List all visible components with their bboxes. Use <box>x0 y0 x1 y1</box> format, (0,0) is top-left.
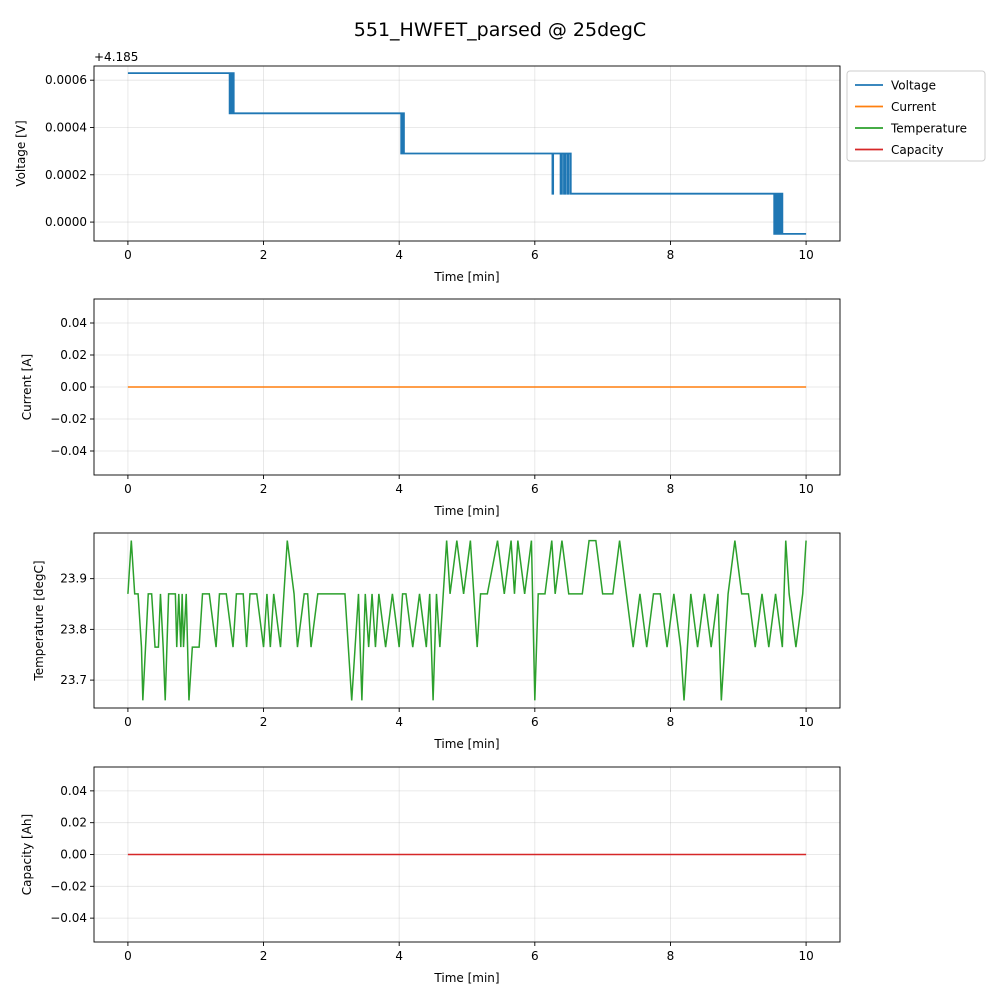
subplot-temperature: 0 2 4 6 8 10 23.7 23.8 23.9 Time [min] Temperature… <box>32 532 841 751</box>
temperature-x-tick-label: 0 <box>124 715 132 729</box>
capacity-x-tick-label: 10 <box>798 949 813 963</box>
capacity-y-tick-label: −0.04 <box>50 911 87 925</box>
temperature-y-tick-label: 23.9 <box>60 572 87 586</box>
voltage-series-line <box>127 72 807 235</box>
voltage-y-tick-label: 0.0002 <box>45 168 87 182</box>
figure-title: 551_HWFET_parsed @ 25degC <box>354 19 646 41</box>
current-y-axis-label: Current [A] <box>20 354 34 420</box>
capacity-x-axis-label: Time [min] <box>433 971 499 985</box>
temperature-x-tick-label: 2 <box>260 715 268 729</box>
subplot-voltage: 0 2 4 6 8 10 0.0000 0.0002 0.0004 0.0006 Time [min… <box>14 50 841 284</box>
capacity-y-tick-label: 0.04 <box>60 784 87 798</box>
capacity-y-tick-label: 0.00 <box>60 848 87 862</box>
legend-entry-label: Temperature <box>890 122 967 136</box>
voltage-y-tick-label: 0.0004 <box>45 120 87 134</box>
temperature-x-tick-label: 4 <box>395 715 403 729</box>
legend-box <box>846 70 986 162</box>
capacity-x-tick-label: 4 <box>395 949 403 963</box>
capacity-x-tick-label: 6 <box>531 949 539 963</box>
current-x-tick-label: 4 <box>395 482 403 496</box>
current-x-tick-label: 10 <box>798 482 813 496</box>
legend: Voltage Current Temperature Capacity <box>846 70 986 162</box>
temperature-x-tick-label: 6 <box>531 715 539 729</box>
temperature-x-tick-label: 8 <box>667 715 675 729</box>
subplot-current: 0 2 4 6 8 10 −0.04 −0.02 0.00 0.02 0.04 Time [min] C… <box>20 298 841 518</box>
current-x-axis-label: Time [min] <box>433 504 499 518</box>
temperature-x-axis-label: Time [min] <box>433 737 499 751</box>
current-x-tick-label: 6 <box>531 482 539 496</box>
voltage-x-tick-label: 0 <box>124 248 132 262</box>
current-y-tick-label: −0.02 <box>50 412 87 426</box>
voltage-x-tick-label: 4 <box>395 248 403 262</box>
capacity-y-axis-label: Capacity [Ah] <box>20 814 34 895</box>
temperature-y-axis-label: Temperature [degC] <box>32 560 46 681</box>
temperature-y-tick-label: 23.8 <box>60 622 87 636</box>
legend-entry-label: Capacity <box>891 143 943 157</box>
current-y-tick-label: 0.02 <box>60 348 87 362</box>
voltage-x-tick-label: 6 <box>531 248 539 262</box>
voltage-x-tick-label: 10 <box>798 248 813 262</box>
legend-entry-label: Voltage <box>891 79 936 93</box>
legend-entry-label: Current <box>891 100 936 114</box>
voltage-axes-frame <box>93 65 841 242</box>
capacity-y-tick-label: 0.02 <box>60 816 87 830</box>
subplot-capacity: 0 2 4 6 8 10 −0.04 −0.02 0.00 0.02 0.04 Time [min] C… <box>20 766 841 985</box>
current-x-tick-label: 8 <box>667 482 675 496</box>
voltage-x-axis-label: Time [min] <box>433 270 499 284</box>
voltage-offset-label: +4.185 <box>94 50 138 64</box>
voltage-y-tick-label: 0.0000 <box>45 215 87 229</box>
voltage-x-tick-label: 8 <box>667 248 675 262</box>
capacity-x-tick-label: 2 <box>260 949 268 963</box>
voltage-y-tick-label: 0.0006 <box>45 73 87 87</box>
capacity-y-tick-label: −0.02 <box>50 879 87 893</box>
current-x-tick-label: 2 <box>260 482 268 496</box>
temperature-axes-frame <box>93 532 841 709</box>
voltage-y-axis-label: Voltage [V] <box>14 120 28 186</box>
voltage-x-tick-label: 2 <box>260 248 268 262</box>
current-y-tick-label: 0.04 <box>60 316 87 330</box>
current-y-tick-label: 0.00 <box>60 380 87 394</box>
capacity-x-tick-label: 0 <box>124 949 132 963</box>
temperature-y-tick-label: 23.7 <box>60 673 87 687</box>
current-y-tick-label: −0.04 <box>50 444 87 458</box>
current-x-tick-label: 0 <box>124 482 132 496</box>
temperature-x-tick-label: 10 <box>798 715 813 729</box>
temperature-series-line <box>127 539 807 701</box>
capacity-x-tick-label: 8 <box>667 949 675 963</box>
